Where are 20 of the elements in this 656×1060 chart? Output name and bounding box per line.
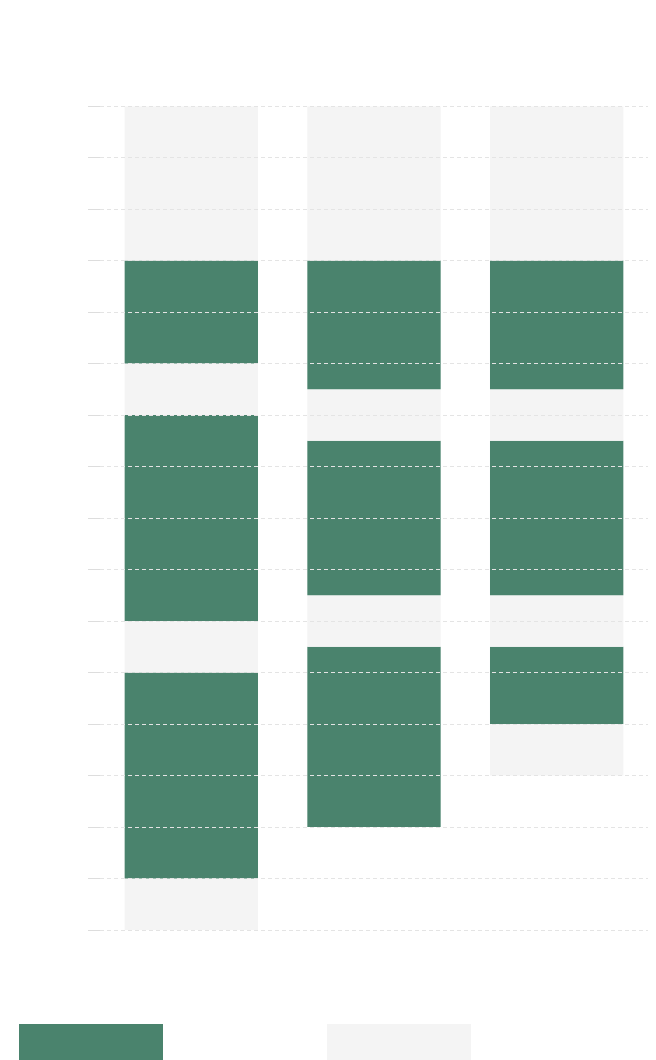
bar bbox=[124, 363, 259, 415]
bar bbox=[124, 878, 259, 930]
bar bbox=[307, 260, 441, 390]
bar bbox=[307, 106, 441, 261]
bar bbox=[489, 260, 624, 390]
bar bbox=[307, 646, 441, 827]
bar bbox=[489, 595, 624, 647]
bar bbox=[489, 646, 624, 724]
bar bbox=[124, 106, 259, 261]
bar bbox=[489, 389, 624, 441]
bar bbox=[307, 389, 441, 441]
bar bbox=[489, 724, 624, 776]
bar bbox=[307, 595, 441, 647]
bar bbox=[489, 440, 624, 596]
bar bbox=[124, 621, 259, 673]
bar bbox=[307, 440, 441, 596]
bar bbox=[489, 106, 624, 261]
bar bbox=[124, 260, 259, 364]
bar bbox=[124, 672, 259, 879]
bar bbox=[124, 415, 259, 621]
